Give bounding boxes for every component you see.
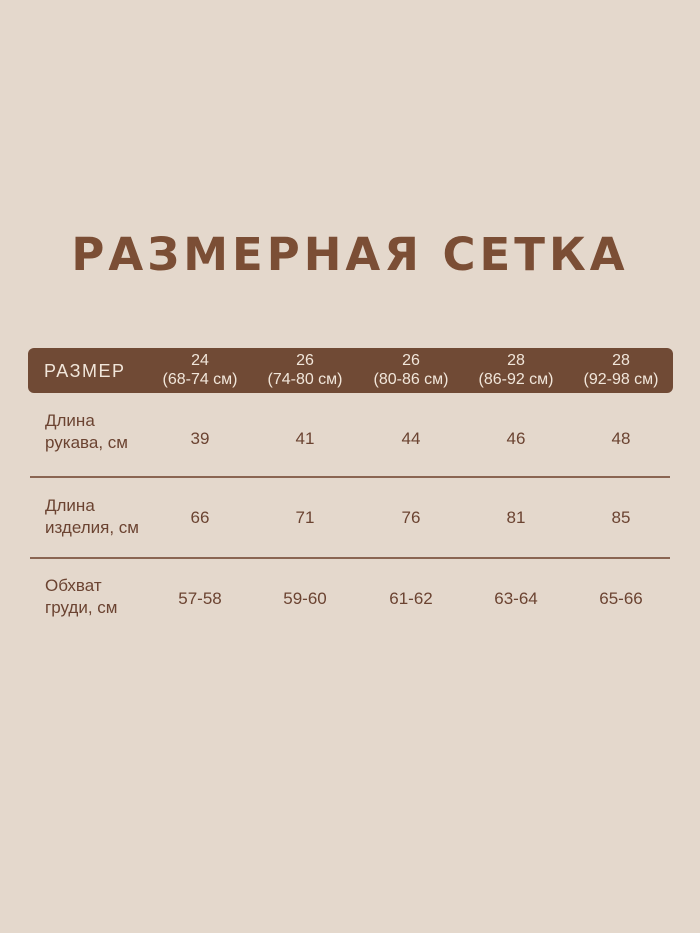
col-size: 26 (402, 352, 420, 369)
table-cell: 44 (401, 429, 421, 448)
header-col: 28 (92-98 см) (566, 351, 676, 389)
table-cell: 57-58 (178, 589, 222, 608)
header-col: 26 (80-86 см) (356, 351, 466, 389)
header-col: 28 (86-92 см) (461, 351, 571, 389)
table-cell: 61-62 (389, 589, 433, 608)
divider (30, 476, 670, 478)
col-size: 28 (507, 352, 525, 369)
table-cell: 39 (190, 429, 210, 448)
col-size: 24 (191, 352, 209, 369)
row-label-line: Обхват (45, 576, 102, 595)
row-label-line: груди, см (45, 598, 118, 617)
table-cell: 66 (190, 508, 210, 527)
table-cell: 81 (506, 508, 526, 527)
table-cell: 63-64 (494, 589, 538, 608)
col-range: (92-98 см) (583, 371, 659, 388)
col-range: (68-74 см) (162, 371, 238, 388)
col-range: (86-92 см) (478, 371, 554, 388)
table-cell: 85 (611, 508, 631, 527)
table-cell: 41 (295, 429, 315, 448)
page-title: РАЗМЕРНАЯ СЕТКА (71, 228, 629, 281)
col-size: 28 (612, 352, 630, 369)
row-label-line: рукава, см (45, 433, 128, 452)
row-label-line: Длина (45, 496, 95, 515)
table-cell: 48 (611, 429, 631, 448)
row-label: Длина рукава, см (45, 410, 185, 454)
col-range: (74-80 см) (267, 371, 343, 388)
table-cell: 71 (295, 508, 315, 527)
table-cell: 65-66 (599, 589, 643, 608)
divider (30, 557, 670, 559)
table-cell: 76 (401, 508, 421, 527)
col-size: 26 (296, 352, 314, 369)
table-header: РАЗМЕР 24 (68-74 см) 26 (74-80 см) 26 (80-8… (28, 348, 673, 393)
header-label: РАЗМЕР (44, 361, 126, 381)
table-cell: 46 (506, 429, 526, 448)
header-col: 26 (74-80 см) (250, 351, 360, 389)
row-label-line: изделия, см (45, 518, 139, 537)
row-label: Длина изделия, см (45, 495, 185, 539)
header-col: 24 (68-74 см) (145, 351, 255, 389)
row-label: Обхват груди, см (45, 575, 185, 619)
col-range: (80-86 см) (373, 371, 449, 388)
row-label-line: Длина (45, 411, 95, 430)
table-cell: 59-60 (283, 589, 327, 608)
